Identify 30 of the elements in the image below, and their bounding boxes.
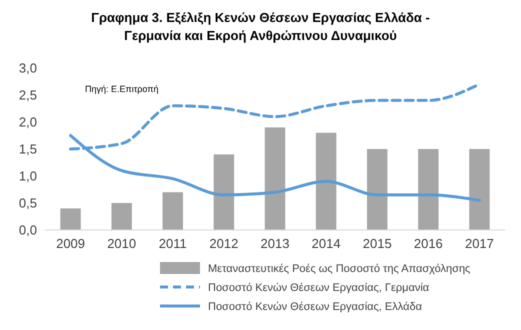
bar <box>367 149 388 230</box>
x-tick-label: 2010 <box>107 236 136 251</box>
bar <box>264 127 286 230</box>
bar <box>111 203 132 230</box>
bar <box>316 132 336 230</box>
y-tick-label: 3,0 <box>18 60 37 76</box>
x-tick-label: 2013 <box>260 236 290 251</box>
annotation: Πηγή: Ε.Επιτροπή <box>85 84 158 94</box>
bar <box>469 149 490 230</box>
y-tick-label: 0,5 <box>18 196 37 211</box>
legend-label: Μεταναστευτικές Ροές ως Ποσοστό της Απασχόλησης <box>208 262 470 275</box>
y-tick-label: 2,5 <box>18 88 37 103</box>
x-tick-label: 2009 <box>56 236 86 251</box>
x-tick-label: 2016 <box>414 236 443 251</box>
x-tick-label: 2017 <box>464 236 494 251</box>
y-tick-label: 2,0 <box>18 114 37 130</box>
x-tick-label: 2014 <box>312 236 341 251</box>
bar <box>162 192 183 230</box>
x-tick-label: 2015 <box>362 236 392 251</box>
y-tick-label: 1,5 <box>18 142 37 157</box>
legend-label: Ποσοστό Κενών Θέσεων Εργασίας, Γερμανία <box>208 282 430 294</box>
bar <box>60 208 81 230</box>
x-tick-label: 2012 <box>209 236 238 251</box>
y-tick-label: 1,0 <box>18 168 37 184</box>
x-tick-label: 2011 <box>158 236 187 251</box>
bar <box>214 154 234 230</box>
y-tick-label: 0,0 <box>18 222 37 238</box>
chart-title: Γραφημα 3. Εξέλιξη Κενών Θέσεων Εργασίας Ελλάδα - Γερμανία και Εκροή Ανθρώπινου Δυναμικού <box>91 10 430 43</box>
legend-label: Ποσοστό Κενών Θέσεων Εργασίας, Ελλάδα <box>208 300 423 313</box>
bar <box>418 149 439 230</box>
